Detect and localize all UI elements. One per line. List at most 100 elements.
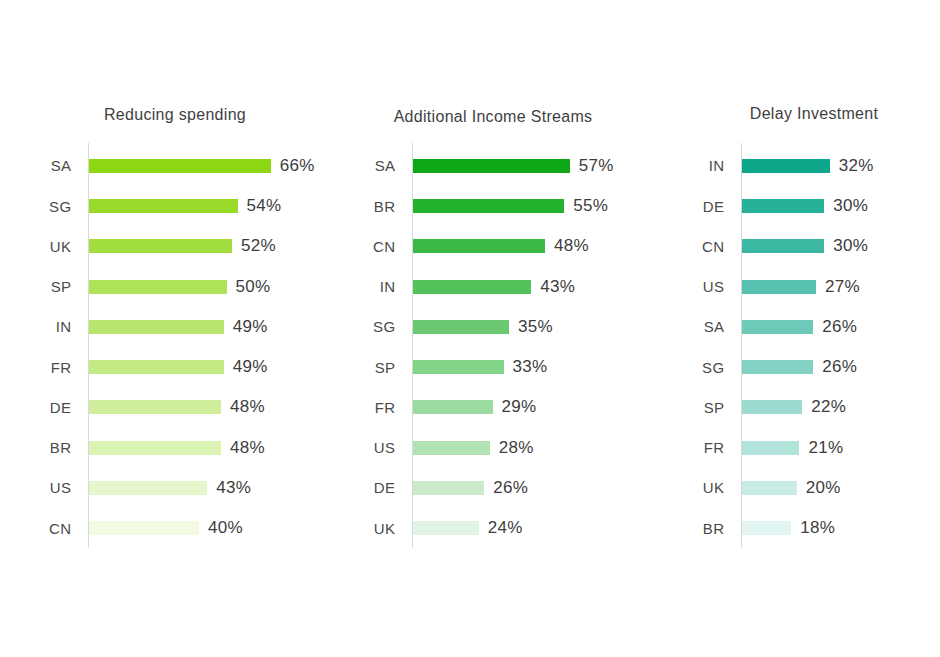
bar-row: BR 48% <box>12 428 322 468</box>
bar <box>742 441 800 455</box>
bar-row: SA66% <box>12 146 322 186</box>
category-label: SA <box>336 157 396 174</box>
bar <box>89 280 227 294</box>
bar-row: DE 26% <box>336 468 646 508</box>
bar <box>89 199 238 213</box>
chart-additional-income-streams: Additional Income Streams SA57%BR55%CN48… <box>336 0 646 657</box>
bar-row: SG 54% <box>12 186 322 226</box>
bar-row: UK 24% <box>336 508 646 548</box>
value-label: 24% <box>488 518 523 538</box>
category-label: SA <box>665 318 725 335</box>
bar-row: SP50% <box>12 267 322 307</box>
category-label: BR <box>665 520 725 537</box>
value-label: 50% <box>236 277 271 297</box>
bar-row: CN 40% <box>12 508 322 548</box>
category-label: SG <box>12 198 72 215</box>
chart-title: Delay Investment <box>750 105 878 123</box>
value-label: 54% <box>247 196 282 216</box>
value-label: 28% <box>499 438 534 458</box>
bar-row: IN 43% <box>336 267 646 307</box>
category-label: US <box>665 278 725 295</box>
value-label: 48% <box>230 397 265 417</box>
value-label: 48% <box>554 236 589 256</box>
bar <box>413 441 490 455</box>
bar-row: SA 57% <box>336 146 646 186</box>
category-label: SG <box>336 318 396 335</box>
category-label: US <box>336 439 396 456</box>
bar-row: SP 22% <box>665 387 940 427</box>
bar-row: BR 55% <box>336 186 646 226</box>
bar <box>742 360 814 374</box>
bar <box>742 159 830 173</box>
value-label: 20% <box>806 478 841 498</box>
bar <box>89 481 208 495</box>
value-label: 43% <box>540 277 575 297</box>
bar <box>89 400 221 414</box>
bar <box>742 239 825 253</box>
category-label: UK <box>336 520 396 537</box>
bar-row: SG26% <box>665 347 940 387</box>
bar <box>413 239 545 253</box>
bar <box>89 320 224 334</box>
bar-row: IN32% <box>665 146 940 186</box>
bar-row: FR 21% <box>665 428 940 468</box>
bar-row: SA26% <box>665 307 940 347</box>
bar-row: CN 48% <box>336 226 646 266</box>
value-label: 21% <box>808 438 843 458</box>
value-label: 40% <box>208 518 243 538</box>
category-label: BR <box>336 198 396 215</box>
bar <box>742 320 814 334</box>
bar-rows: IN32%DE30%CN30%US27%SA26%SG26%SP22%FR21%… <box>665 146 940 549</box>
category-label: FR <box>12 359 72 376</box>
value-label: 22% <box>811 397 846 417</box>
category-label: IN <box>12 318 72 335</box>
category-label: DE <box>665 198 725 215</box>
value-label: 49% <box>233 357 268 377</box>
category-label: IN <box>336 278 396 295</box>
value-label: 26% <box>493 478 528 498</box>
bar-row: US 28% <box>336 428 646 468</box>
category-label: IN <box>665 157 725 174</box>
category-label: SG <box>665 359 725 376</box>
bar-row: SG 35% <box>336 307 646 347</box>
bar-row: DE 48% <box>12 387 322 427</box>
category-label: CN <box>336 238 396 255</box>
category-label: FR <box>665 439 725 456</box>
bar <box>413 360 504 374</box>
bar <box>89 159 271 173</box>
bar-row: UK52% <box>12 226 322 266</box>
value-label: 57% <box>579 156 614 176</box>
value-label: 35% <box>518 317 553 337</box>
bar-row: IN 49% <box>12 307 322 347</box>
value-label: 66% <box>280 156 315 176</box>
bar-row: FR 49% <box>12 347 322 387</box>
category-label: DE <box>336 479 396 496</box>
bar-rows: SA66% SG 54% UK52%SP50% IN 49% FR 49% DE 48% BR 48%… <box>12 146 322 549</box>
category-label: SP <box>665 399 725 416</box>
chart-delay-investment: Delay Investment IN32%DE30%CN30%US27%SA2… <box>665 0 940 657</box>
bar <box>413 159 570 173</box>
bar <box>742 400 803 414</box>
category-label: US <box>12 479 72 496</box>
bar-row: US 43% <box>12 468 322 508</box>
bar <box>742 481 797 495</box>
value-label: 55% <box>573 196 608 216</box>
value-label: 29% <box>502 397 537 417</box>
bar-row: US 27% <box>665 267 940 307</box>
bar-row: BR 18% <box>665 508 940 548</box>
category-label: UK <box>665 479 725 496</box>
value-label: 30% <box>833 236 868 256</box>
category-label: BR <box>12 439 72 456</box>
bar <box>89 521 199 535</box>
value-label: 18% <box>800 518 835 538</box>
bar <box>742 521 792 535</box>
value-label: 48% <box>230 438 265 458</box>
value-label: 43% <box>216 478 251 498</box>
bar <box>413 280 532 294</box>
value-label: 49% <box>233 317 268 337</box>
category-label: CN <box>12 520 72 537</box>
chart-reducing-spending: Reducing spending SA66%SG54%UK52%SP50%IN… <box>12 0 322 657</box>
bar-rows: SA57%BR55%CN48%IN43%SG35%SP33%FR29%US28%… <box>336 146 646 549</box>
value-label: 27% <box>825 277 860 297</box>
category-label: DE <box>12 399 72 416</box>
